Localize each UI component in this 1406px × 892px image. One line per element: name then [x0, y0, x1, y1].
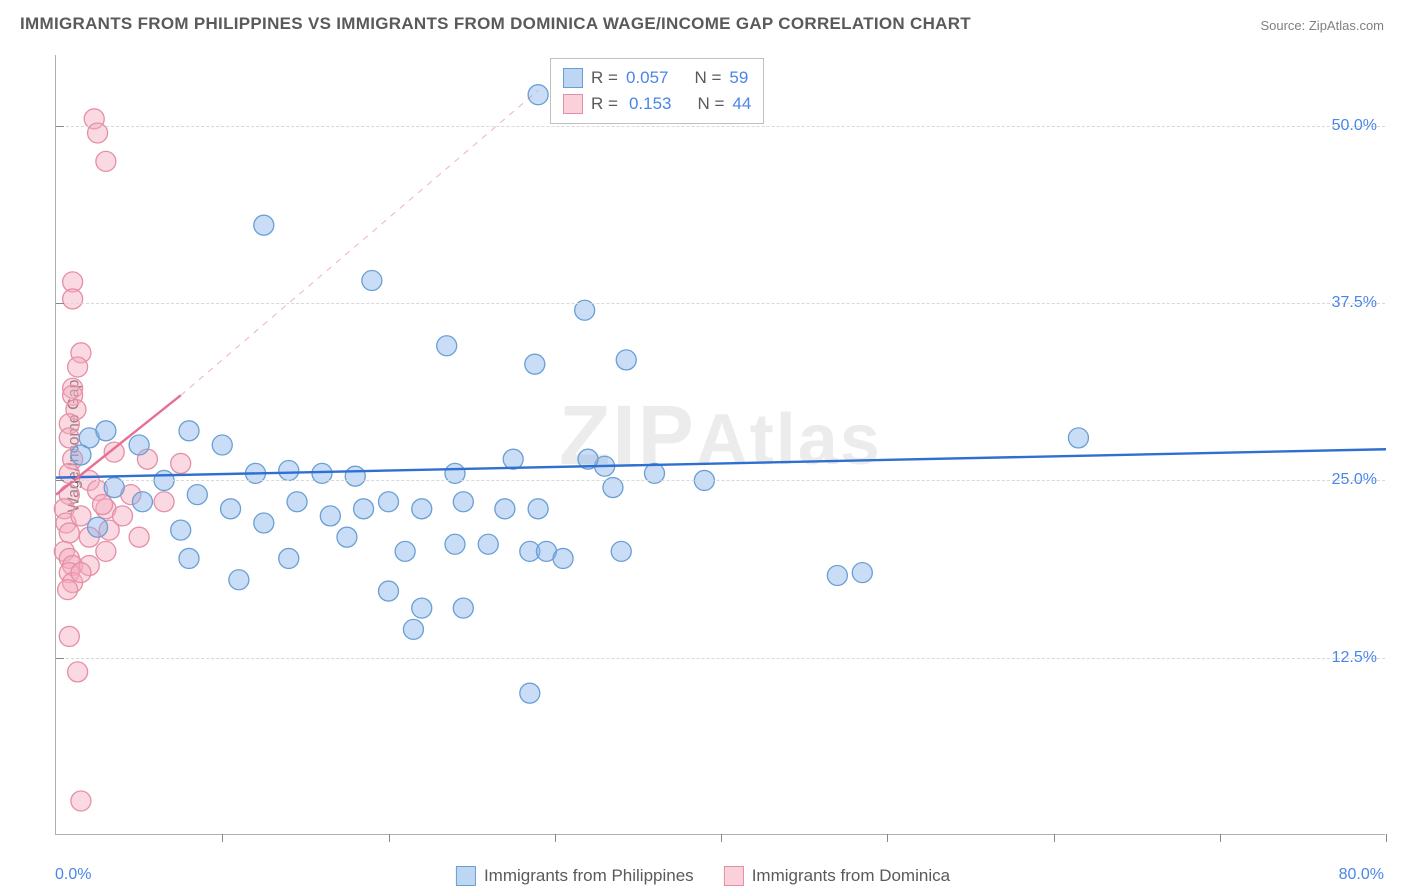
- x-axis-min-label: 0.0%: [55, 866, 91, 884]
- gridline: [56, 303, 1385, 304]
- r-value-philippines: 0.057: [626, 68, 669, 88]
- r-label: R =: [591, 68, 618, 88]
- legend-label: Immigrants from Dominica: [752, 866, 950, 886]
- n-label: N =: [697, 94, 724, 114]
- ytick-label: 50.0%: [1332, 117, 1377, 135]
- xtick: [721, 834, 722, 842]
- n-value-dominica: 44: [732, 94, 751, 114]
- swatch-pink-icon: [563, 94, 583, 114]
- xtick: [222, 834, 223, 842]
- gridline: [56, 126, 1385, 127]
- ytick: [56, 480, 64, 481]
- gridline: [56, 480, 1385, 481]
- n-label: N =: [694, 68, 721, 88]
- xtick: [1054, 834, 1055, 842]
- xtick: [1386, 834, 1387, 842]
- ytick-label: 25.0%: [1332, 471, 1377, 489]
- xtick: [887, 834, 888, 842]
- x-axis-max-label: 80.0%: [1339, 866, 1384, 884]
- swatch-blue-icon: [456, 866, 476, 886]
- ytick: [56, 303, 64, 304]
- n-value-philippines: 59: [729, 68, 748, 88]
- bottom-legend: Immigrants from Philippines Immigrants f…: [456, 866, 950, 886]
- gridline: [56, 658, 1385, 659]
- legend-item-philippines: Immigrants from Philippines: [456, 866, 694, 886]
- ytick-label: 12.5%: [1332, 649, 1377, 667]
- plot-area: ZIPAtlas 12.5%25.0%37.5%50.0%: [55, 55, 1385, 835]
- swatch-blue-icon: [563, 68, 583, 88]
- legend-row-dominica: R = 0.153 N = 44: [563, 91, 751, 117]
- legend-label: Immigrants from Philippines: [484, 866, 694, 886]
- ytick: [56, 126, 64, 127]
- correlation-legend: R = 0.057 N = 59 R = 0.153 N = 44: [550, 58, 764, 124]
- swatch-pink-icon: [724, 866, 744, 886]
- xtick: [1220, 834, 1221, 842]
- r-value-dominica: 0.153: [629, 94, 672, 114]
- r-label: R =: [591, 94, 618, 114]
- legend-item-dominica: Immigrants from Dominica: [724, 866, 950, 886]
- xtick: [389, 834, 390, 842]
- ytick: [56, 658, 64, 659]
- xtick: [555, 834, 556, 842]
- ytick-label: 37.5%: [1332, 294, 1377, 312]
- scatter-svg: [56, 55, 1385, 834]
- legend-row-philippines: R = 0.057 N = 59: [563, 65, 751, 91]
- chart-title: IMMIGRANTS FROM PHILIPPINES VS IMMIGRANT…: [20, 14, 971, 34]
- source-label: Source: ZipAtlas.com: [1260, 18, 1384, 33]
